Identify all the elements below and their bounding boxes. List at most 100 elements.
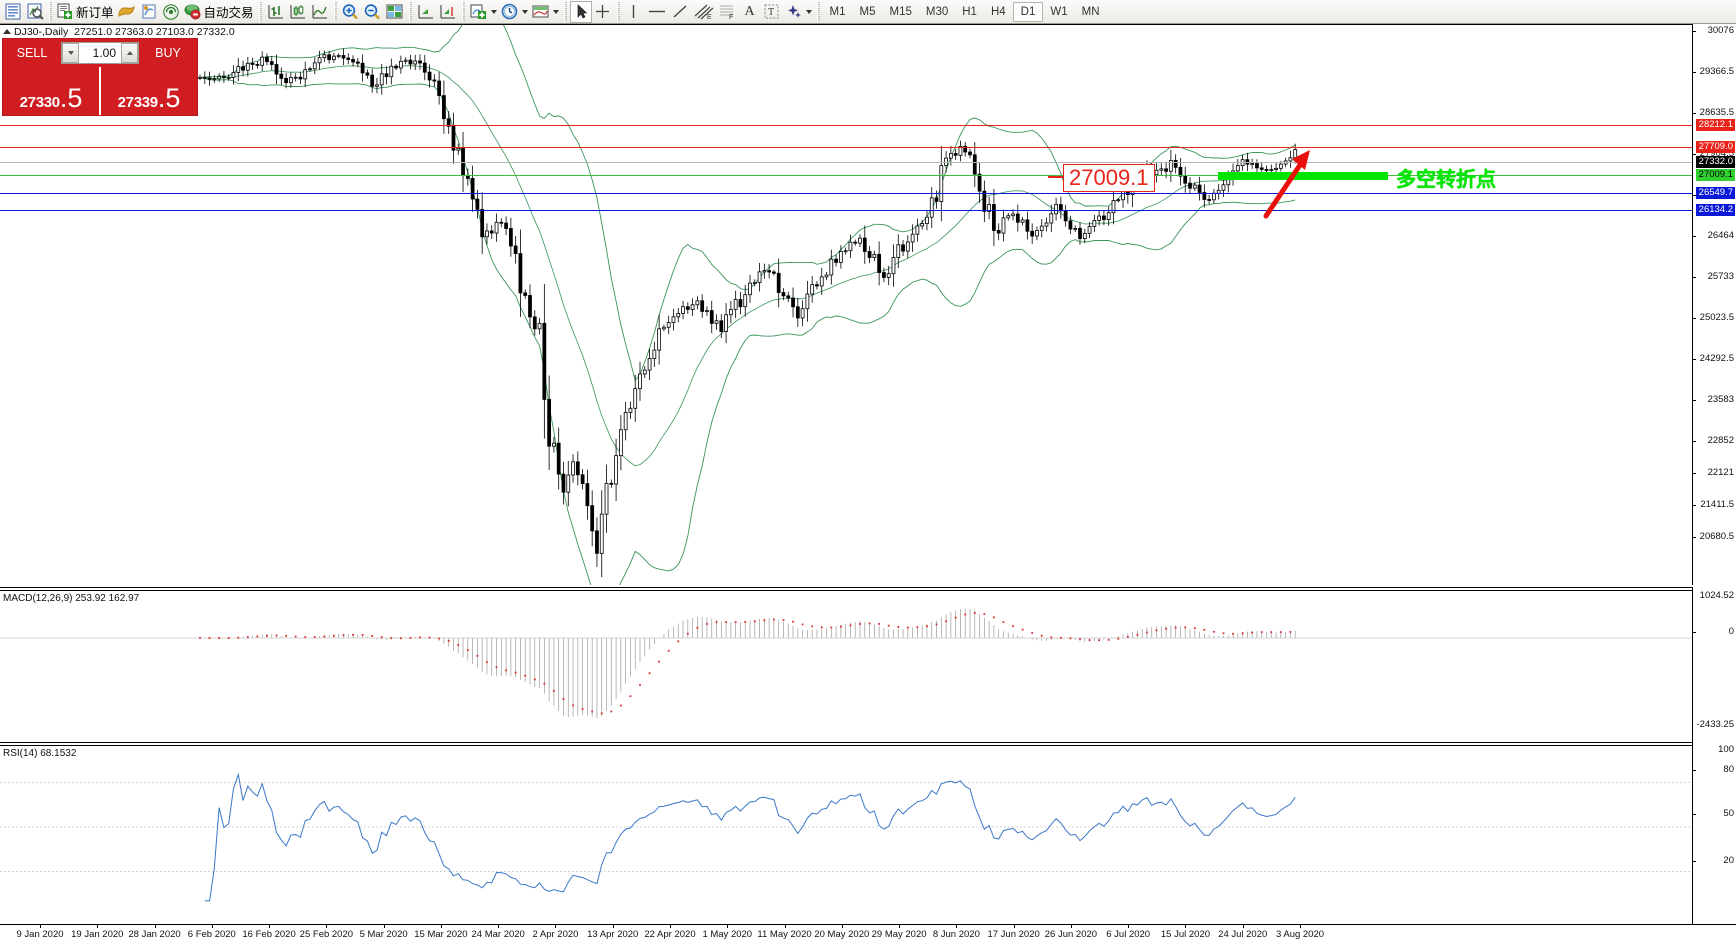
templates-icon[interactable]: [530, 1, 552, 23]
timeframe-d1[interactable]: D1: [1012, 1, 1044, 22]
xtick-label: 8 Jun 2020: [932, 929, 980, 940]
toolbar-separator: [408, 1, 412, 22]
xtick-mark: [154, 925, 156, 928]
macd-pane[interactable]: MACD(12,26,9) 253.92 162.97 1024.52 0 -2…: [0, 587, 1736, 742]
macd-ytick-top: 1024.52: [1699, 590, 1734, 601]
xtick-label: 29 May 2020: [871, 929, 927, 940]
trendline-icon[interactable]: [669, 1, 691, 23]
collapse-triangle-icon[interactable]: [3, 29, 11, 34]
sell-button[interactable]: 27330.5: [3, 67, 99, 115]
level-line-27709: [0, 147, 1692, 148]
equidistant-channel-icon[interactable]: E: [691, 1, 715, 23]
one-click-trading-panel[interactable]: SELL 1.00 BUY 27330.5 27339.5: [2, 38, 198, 116]
chart-shift-end-icon[interactable]: [437, 1, 459, 23]
xtick-label: 15 Jul 2020: [1160, 929, 1211, 940]
fibonacci-icon[interactable]: F: [715, 1, 739, 23]
xtick-label: 6 Feb 2020: [187, 929, 236, 940]
rsi-series-plot: [0, 772, 1692, 902]
indicators-icon[interactable]: [468, 1, 490, 23]
up-arrow-annotation: [1263, 150, 1310, 219]
time-axis[interactable]: 9 Jan 2020 19 Jan 2020 28 Jan 2020 6 Feb 20…: [0, 924, 1736, 946]
price-pane[interactable]: 27009.1 多空转折点 30076 29366.5 28635.5 2790…: [0, 24, 1736, 585]
xtick-label: 25 Feb 2020: [299, 929, 354, 940]
volume-stepper[interactable]: 1.00: [61, 42, 139, 64]
metaeditor-icon[interactable]: [116, 1, 138, 23]
level-label-26549: 26549.7: [1695, 187, 1735, 199]
market-watch-icon[interactable]: [2, 1, 24, 23]
timeframe-mn[interactable]: MN: [1081, 5, 1100, 18]
templates-dropdown-caret-icon[interactable]: [552, 2, 561, 22]
rsi-ytick-80: 80: [1723, 764, 1734, 775]
timeframe-m5[interactable]: M5: [859, 5, 876, 18]
buy-button[interactable]: 27339.5: [101, 67, 197, 115]
zoom-in-icon[interactable]: [340, 1, 362, 23]
buy-label[interactable]: BUY: [155, 46, 181, 60]
xtick-mark: [383, 925, 385, 928]
new-order-label: 新订单: [76, 5, 114, 20]
ytick-label: 28635.5: [1699, 107, 1734, 118]
support-zone-highlight: [1218, 172, 1388, 180]
chart-canvas-area[interactable]: 27009.1 多空转折点 30076 29366.5 28635.5 2790…: [0, 24, 1736, 946]
periods-icon[interactable]: [499, 1, 521, 23]
autotrading-button[interactable]: 自动交易: [182, 1, 256, 23]
volume-decrease-button[interactable]: [62, 43, 79, 63]
cursor-icon[interactable]: [569, 0, 592, 23]
periods-dropdown-caret-icon[interactable]: [521, 2, 530, 22]
macd-ytick-bottom: -2433.25: [1696, 719, 1734, 730]
auto-scroll-icon[interactable]: [415, 1, 437, 23]
xtick-label: 1 May 2020: [702, 929, 753, 940]
xtick-mark: [1070, 925, 1072, 928]
rsi-ytick-20: 20: [1723, 855, 1734, 866]
xtick-mark: [841, 925, 843, 928]
arrows-dropdown-caret-icon[interactable]: [805, 2, 814, 22]
xtick-mark: [440, 925, 442, 928]
macd-indicator-label: MACD(12,26,9) 253.92 162.97: [3, 593, 140, 604]
rsi-pane[interactable]: RSI(14) 68.1532 100 80 50 20: [0, 742, 1736, 924]
timeframe-w1[interactable]: W1: [1050, 5, 1068, 18]
new-order-button[interactable]: 新订单: [55, 1, 116, 23]
xtick-label: 20 May 2020: [814, 929, 870, 940]
timeframe-h1[interactable]: H1: [962, 5, 977, 18]
toolbar-separator: [616, 1, 620, 22]
chart-shift-icon[interactable]: [384, 1, 406, 23]
price-annotation-leader: [1048, 176, 1064, 178]
signals-icon[interactable]: [160, 1, 182, 23]
svg-text:F: F: [729, 14, 733, 20]
sell-label[interactable]: SELL: [16, 46, 48, 60]
horizontal-line-icon[interactable]: [645, 1, 669, 23]
toolbar-separator: [49, 1, 52, 22]
candlestick-chart-icon[interactable]: [287, 1, 309, 23]
level-line-26549: [0, 193, 1692, 194]
text-glyph: A: [744, 3, 755, 19]
chinese-annotation-text[interactable]: 多空转折点: [1396, 167, 1496, 191]
xtick-mark: [555, 925, 557, 928]
ytick-label: 25023.5: [1699, 312, 1734, 323]
xtick-label: 26 Jun 2020: [1044, 929, 1098, 940]
trade-panel-prices-row: 27330.5 27339.5: [3, 67, 197, 115]
timeframe-m1[interactable]: M1: [829, 5, 846, 18]
macd-scale: 1024.52 0 -2433.25: [1692, 587, 1736, 742]
vertical-line-icon[interactable]: [623, 1, 645, 23]
ytick-label: 24292.5: [1699, 353, 1734, 364]
bar-chart-icon[interactable]: [265, 1, 287, 23]
line-chart-icon[interactable]: [309, 1, 331, 23]
price-annotation-box[interactable]: 27009.1: [1063, 164, 1155, 192]
volume-value[interactable]: 1.00: [92, 46, 116, 60]
xtick-mark: [1242, 925, 1244, 928]
zoom-out-icon[interactable]: [362, 1, 384, 23]
crosshair-icon[interactable]: [592, 1, 614, 23]
xtick-label: 15 Mar 2020: [414, 929, 468, 940]
arrows-icon[interactable]: [783, 1, 805, 23]
indicators-dropdown-caret-icon[interactable]: [490, 2, 499, 22]
text-label-icon[interactable]: T: [761, 1, 783, 23]
expert-advisors-icon[interactable]: [138, 1, 160, 23]
timeframe-m30[interactable]: M30: [925, 5, 949, 18]
price-scale[interactable]: 30076 29366.5 28635.5 27904.5 27183 2646…: [1692, 24, 1736, 585]
text-icon[interactable]: A: [739, 1, 761, 23]
ytick-label: 23583: [1707, 394, 1734, 405]
timeframe-m15[interactable]: M15: [889, 5, 912, 18]
data-window-icon[interactable]: [24, 1, 46, 23]
timeframe-h4[interactable]: H4: [990, 5, 1006, 18]
xtick-mark: [1300, 925, 1301, 928]
volume-increase-button[interactable]: [121, 43, 138, 63]
